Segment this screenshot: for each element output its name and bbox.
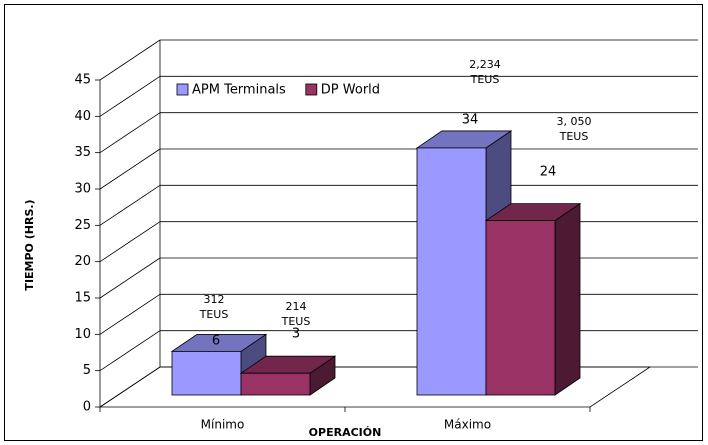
legend-label: APM Terminals (192, 83, 286, 98)
grid-line (99, 185, 161, 226)
annotation: TEUS (559, 130, 589, 143)
grid-line (99, 148, 161, 190)
data-label: 34 (462, 113, 479, 128)
data-label: 6 (212, 334, 220, 349)
y-tick-label: 20 (74, 254, 91, 269)
y-tick-label: 25 (74, 218, 91, 233)
chart-border (4, 4, 703, 441)
legend-label: DP World (321, 83, 380, 98)
y-tick-label: 45 (74, 73, 91, 88)
annotation: TEUS (470, 73, 500, 86)
bar (171, 350, 242, 396)
annotation: TEUS (199, 308, 229, 321)
bar-side (554, 202, 581, 396)
y-tick-label: 30 (74, 182, 91, 197)
grid-line (99, 330, 161, 371)
bar (485, 220, 556, 396)
annotation: 2,234 (469, 58, 501, 71)
y-axis-label: TIEMPO (HRS.) (23, 199, 36, 290)
grid-line (99, 366, 161, 408)
grid-line (99, 112, 161, 153)
annotation: TEUS (281, 315, 311, 328)
x-tick-label: Máximo (444, 418, 491, 432)
y-tick-label: 35 (74, 145, 91, 160)
data-label: 24 (540, 165, 557, 180)
annotation: 312 (204, 293, 225, 306)
data-label: 3 (292, 327, 300, 342)
grid-line (99, 39, 161, 81)
y-tick-label: 0 (83, 400, 91, 415)
grid-line (99, 221, 161, 262)
y-tick-label: 5 (83, 363, 91, 378)
grid-line (99, 76, 161, 117)
x-axis-label: OPERACIÓN (309, 426, 382, 439)
bar (240, 372, 311, 396)
y-tick-label: 10 (74, 327, 91, 342)
legend-swatch (305, 83, 318, 96)
x-tick-label: Mínimo (201, 418, 245, 432)
legend-swatch (176, 83, 189, 96)
annotation: 214 (286, 300, 307, 313)
grid-line (99, 257, 161, 299)
y-tick-label: 40 (74, 109, 91, 124)
annotation: 3, 050 (557, 115, 592, 128)
grid-line (99, 294, 161, 335)
bar (416, 147, 487, 396)
y-tick-label: 15 (74, 291, 91, 306)
